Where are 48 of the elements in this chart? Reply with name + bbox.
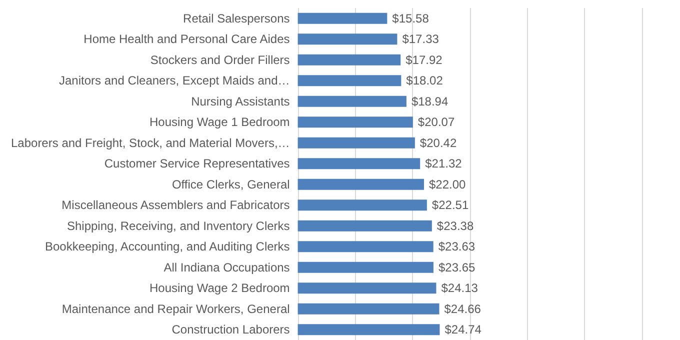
bar bbox=[298, 241, 434, 252]
y-tick-label: Office Clerks, General bbox=[172, 177, 290, 192]
data-label: $23.65 bbox=[438, 260, 476, 274]
data-label: $15.58 bbox=[392, 11, 430, 26]
bar bbox=[298, 324, 440, 336]
data-label: $18.02 bbox=[406, 74, 444, 88]
y-tick-label: Bookkeeping, Accounting, and Auditing Clerks bbox=[44, 240, 290, 254]
bar bbox=[298, 75, 402, 86]
y-tick-label: Housing Wage 2 Bedroom bbox=[149, 281, 290, 296]
bar bbox=[298, 54, 401, 66]
y-tick-label: Shipping, Receiving, and Inventory Clerks bbox=[66, 218, 290, 233]
y-tick-label: All Indiana Occupations bbox=[164, 260, 290, 274]
data-label: $22.51 bbox=[432, 198, 469, 212]
data-label: $24.74 bbox=[444, 322, 482, 337]
bar bbox=[298, 137, 415, 148]
y-tick-label: Retail Salespersons bbox=[183, 11, 290, 26]
y-tick-label: Janitors and Cleaners, Except Maids and… bbox=[58, 74, 290, 88]
y-tick-label: Miscellaneous Assemblers and Fabricators bbox=[62, 198, 290, 212]
bar bbox=[298, 116, 413, 128]
bar bbox=[298, 220, 432, 232]
bar bbox=[298, 96, 406, 107]
y-tick-label: Stockers and Order Fillers bbox=[150, 52, 290, 67]
bar bbox=[298, 303, 440, 314]
bar bbox=[298, 282, 436, 294]
bar bbox=[298, 178, 424, 190]
bar bbox=[298, 262, 434, 273]
data-label: $17.33 bbox=[402, 32, 440, 46]
y-tick-label: Nursing Assistants bbox=[191, 94, 290, 108]
data-label: $23.38 bbox=[436, 218, 474, 233]
data-label: $24.13 bbox=[441, 281, 478, 296]
data-label: $18.94 bbox=[411, 94, 448, 108]
y-tick-label: Home Health and Personal Care Aides bbox=[84, 32, 290, 46]
data-label: $20.42 bbox=[420, 136, 457, 150]
y-tick-label: Laborers and Freight, Stock, and Material Movers,… bbox=[10, 136, 290, 150]
y-tick-label: Construction Laborers bbox=[172, 322, 290, 337]
y-tick-label: Maintenance and Repair Workers, General bbox=[62, 302, 290, 316]
bar bbox=[298, 34, 398, 45]
bar bbox=[298, 12, 388, 24]
data-label: $21.32 bbox=[425, 156, 462, 171]
bar bbox=[298, 158, 420, 170]
data-label: $22.00 bbox=[429, 177, 466, 192]
data-label: $23.63 bbox=[438, 240, 476, 254]
data-label: $24.66 bbox=[444, 302, 482, 316]
y-tick-label: Customer Service Representatives bbox=[104, 156, 290, 171]
y-tick-label: Housing Wage 1 Bedroom bbox=[149, 115, 290, 130]
data-label: $17.92 bbox=[406, 52, 443, 67]
data-label: $20.07 bbox=[418, 115, 455, 130]
bar bbox=[298, 200, 427, 211]
